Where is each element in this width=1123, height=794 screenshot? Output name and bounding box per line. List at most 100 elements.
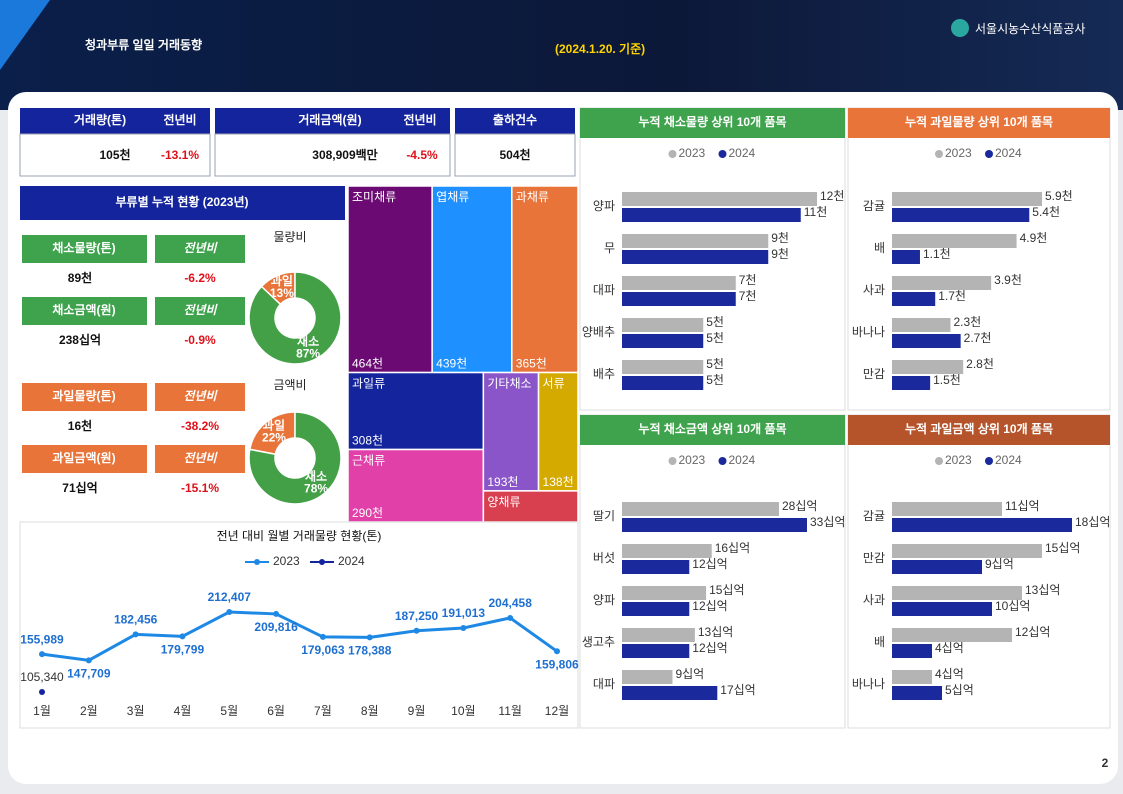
summary-label: 과일물량(톤) [52,388,115,403]
summary-change: -0.9% [184,333,216,347]
y-tick-label: 생고추 [582,635,615,649]
bar [892,518,1072,532]
pie-category: 채소 [297,333,319,348]
pie-slice [248,411,342,505]
pie-category: 과일 [271,273,293,288]
summary-value: 71십억 [62,480,97,495]
bar [622,560,690,574]
kpi-label: 거래량(톤) [74,112,126,127]
pie-category: 채소 [305,469,327,484]
line-point [39,689,45,695]
legend-label: 2023 [679,453,706,467]
kpi-value: 308,909백만 [312,147,377,162]
legend-label: 2024 [995,146,1022,160]
treemap-cell [511,185,579,374]
y-tick-label: 양파 [593,593,615,607]
line-point [366,634,373,641]
bar [892,502,1002,516]
bar [622,628,695,642]
kpi-body [454,133,576,177]
treemap-value-label: 290천 [352,505,383,520]
data-label: 5.9천 [1045,188,1073,203]
data-label: 179,063 [301,643,345,657]
bar [892,250,920,264]
kpi-value: 504천 [499,147,530,162]
bar [892,318,951,332]
treemap-cell [347,371,485,451]
pie-value-label: 87% [296,346,320,360]
treemap-value-label: 365천 [516,356,547,371]
line-point [319,633,326,640]
y-tick-label: 만감 [863,551,885,565]
treemap-label: 근채류 [352,454,385,468]
data-label: 18십억 [1075,515,1110,529]
legend-marker [935,457,943,465]
treemap-cell [347,185,433,374]
chart-panel [579,414,846,729]
bar [892,234,1017,248]
summary-label-box [22,445,147,473]
data-label: 5십억 [945,683,974,697]
bar [892,334,961,348]
kpi-change: -4.5% [406,148,438,162]
chart-header [848,108,1110,138]
legend-marker [668,457,677,465]
chart-panel [847,107,1111,411]
data-label: 5천 [706,372,724,387]
data-label: 4십억 [935,641,964,655]
pie-title: 물량비 [273,230,306,244]
bar [622,292,736,306]
y-tick-label: 배추 [593,367,615,381]
kpi-change: -13.1% [161,148,199,162]
treemap-label: 과일류 [352,377,385,391]
treemap-value-label: 138천 [543,474,574,489]
bar [622,360,704,374]
pie-category: 과일 [263,418,285,433]
data-label: 5천 [706,356,724,371]
bar [622,234,769,248]
bar [622,544,712,558]
data-label: 13십억 [1025,583,1060,597]
summary-title: 부류별 누적 현황 (2023년) [115,194,248,209]
chart-title: 누적 과일금액 상위 10개 품목 [905,421,1053,436]
bar [622,250,769,264]
kpi-body [214,133,451,177]
org-logo [951,19,969,37]
bar [892,208,1030,222]
kpi-value: 105천 [99,147,130,162]
line-point [132,631,139,638]
data-label: 1.5천 [933,372,961,387]
kpi-label: 출하건수 [493,112,537,127]
summary-label: 채소금액(원) [52,302,115,317]
summary-value: 89천 [68,270,92,285]
summary-compare: 전년비 [183,241,218,255]
y-tick-label: 딸기 [593,509,615,523]
bar [892,292,936,306]
treemap-value-label: 308천 [352,433,383,448]
legend-label: 2023 [679,146,706,160]
legend-marker [935,150,943,158]
bar [892,276,992,290]
data-label: 17십억 [720,683,755,697]
summary-value: 16천 [68,418,92,433]
chart-title: 전년 대비 월별 거래물량 현황(톤) [217,529,382,543]
y-tick-label: 배 [874,635,885,649]
data-label: 182,456 [114,613,158,627]
data-label: 12십억 [692,599,727,613]
data-label: 187,250 [395,609,439,623]
x-tick-label: 11월 [498,704,522,718]
bar [892,586,1022,600]
bar [892,560,982,574]
data-label: 4.9천 [1020,230,1048,245]
page-title: 청과부류 일일 거래동향 [85,37,202,52]
data-label: 9십억 [985,557,1014,571]
legend-marker [985,150,993,158]
bar [892,644,932,658]
x-tick-label: 4월 [174,704,192,718]
legend-marker [718,150,727,158]
bar [892,602,992,616]
legend-label: 2023 [945,146,972,160]
data-label: 5천 [706,330,724,345]
data-label: 5천 [706,314,724,329]
